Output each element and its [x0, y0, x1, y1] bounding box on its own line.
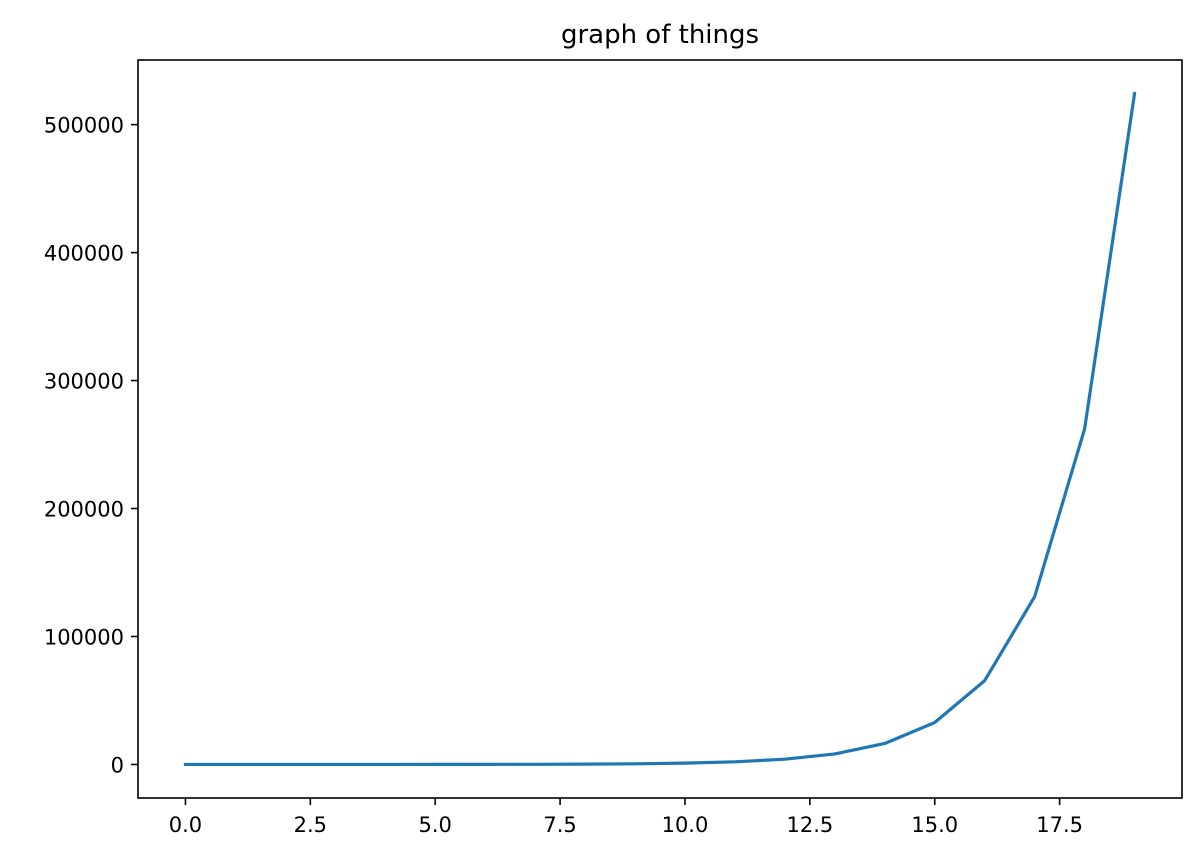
- y-axis-ticks: 0 100000 200000 300000 400000 500000: [44, 114, 138, 777]
- x-tick-label: 10.0: [662, 813, 709, 837]
- y-tick-label: 500000: [44, 114, 124, 138]
- x-axis-ticks: 0.0 2.5 5.0 7.5 10.0 12.5 15.0 17.5: [169, 798, 1083, 837]
- x-tick-label: 5.0: [419, 813, 452, 837]
- y-tick-label: 200000: [44, 498, 124, 522]
- x-tick-label: 2.5: [294, 813, 327, 837]
- chart-title: graph of things: [561, 20, 759, 50]
- axes: [137, 59, 1183, 799]
- x-tick-label: 0.0: [169, 813, 202, 837]
- y-tick-label: 100000: [44, 625, 124, 649]
- x-tick-label: 7.5: [543, 813, 576, 837]
- y-tick-label: 0: [111, 753, 124, 777]
- series-group: [183, 91, 1137, 767]
- x-tick-label: 12.5: [786, 813, 833, 837]
- y-tick-label: 400000: [44, 242, 124, 266]
- x-tick-label: 17.5: [1036, 813, 1083, 837]
- axes-frame: [137, 59, 1183, 799]
- y-tick-label: 300000: [44, 370, 124, 394]
- series-line: [183, 91, 1137, 767]
- x-tick-label: 15.0: [911, 813, 958, 837]
